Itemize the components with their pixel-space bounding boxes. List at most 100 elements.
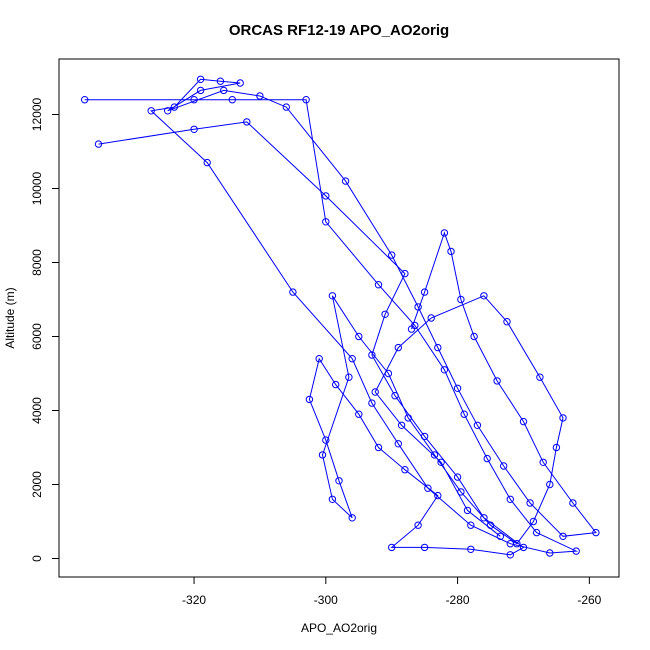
data-point bbox=[243, 118, 251, 126]
data-point bbox=[526, 499, 534, 507]
data-point bbox=[440, 366, 449, 374]
data-point bbox=[220, 86, 228, 95]
data-point bbox=[374, 281, 383, 289]
chart-title: ORCAS RF12-19 APO_AO2orig bbox=[229, 22, 449, 39]
data-point bbox=[519, 417, 528, 426]
data-point bbox=[345, 373, 353, 381]
data-point bbox=[355, 332, 363, 341]
data-point bbox=[434, 491, 442, 500]
x-tick-label: -280 bbox=[446, 593, 470, 607]
y-tick-label: 4000 bbox=[30, 397, 44, 424]
data-point bbox=[467, 521, 475, 529]
y-tick-label: 0 bbox=[30, 555, 44, 562]
data-point bbox=[473, 421, 482, 429]
data-point bbox=[190, 125, 198, 134]
data-point bbox=[480, 514, 488, 522]
data-point bbox=[513, 540, 521, 548]
data-point bbox=[420, 288, 429, 296]
data-point bbox=[81, 96, 89, 104]
data-point bbox=[348, 514, 356, 522]
data-point bbox=[460, 410, 468, 418]
data-point bbox=[322, 192, 330, 200]
data-point bbox=[483, 454, 491, 463]
data-point bbox=[506, 551, 514, 559]
data-point bbox=[216, 77, 225, 85]
data-point bbox=[371, 388, 379, 396]
data-point bbox=[559, 414, 567, 422]
data-point bbox=[486, 521, 495, 529]
data-point bbox=[503, 318, 511, 326]
data-point bbox=[170, 103, 179, 111]
data-point bbox=[394, 440, 402, 448]
data-point bbox=[282, 103, 290, 111]
data-point bbox=[368, 351, 376, 359]
data-point bbox=[335, 477, 343, 485]
data-point bbox=[546, 549, 554, 557]
data-point bbox=[388, 543, 396, 552]
data-point bbox=[500, 462, 508, 470]
x-axis-label: APO_AO2orig bbox=[301, 621, 377, 635]
data-point bbox=[318, 451, 327, 459]
data-point bbox=[341, 177, 350, 185]
x-tick-label: -300 bbox=[314, 593, 338, 607]
data-point bbox=[322, 218, 330, 226]
data-point bbox=[506, 495, 514, 503]
y-axis: 0 2000 4000 6000 8000 10000 12000 bbox=[30, 97, 60, 562]
data-point bbox=[381, 310, 389, 318]
data-point bbox=[315, 355, 323, 363]
y-tick-label: 12000 bbox=[30, 97, 44, 131]
data-point bbox=[394, 343, 402, 352]
data-point bbox=[420, 432, 429, 441]
data-point bbox=[368, 399, 376, 407]
data-point bbox=[467, 545, 475, 553]
data-point bbox=[536, 373, 544, 381]
data-point bbox=[427, 314, 435, 322]
data-point bbox=[437, 458, 445, 466]
data-point bbox=[305, 395, 314, 404]
data-point bbox=[457, 295, 465, 304]
data-point bbox=[374, 443, 383, 452]
data-point bbox=[328, 495, 337, 503]
x-tick-label: -260 bbox=[577, 593, 601, 607]
data-point bbox=[572, 547, 580, 555]
data-point bbox=[424, 484, 432, 492]
series-layer bbox=[81, 75, 600, 559]
data-point bbox=[401, 466, 409, 474]
data-point bbox=[401, 269, 409, 278]
data-point bbox=[457, 488, 465, 496]
data-point bbox=[196, 86, 205, 95]
data-point bbox=[203, 158, 211, 167]
y-tick-label: 2000 bbox=[30, 471, 44, 498]
y-axis-label: Altitude (m) bbox=[3, 287, 17, 348]
x-axis: -320 -300 -280 -260 bbox=[182, 576, 602, 607]
data-point bbox=[480, 292, 488, 300]
data-point bbox=[388, 251, 396, 259]
data-point bbox=[559, 532, 567, 540]
data-point bbox=[420, 543, 429, 552]
x-tick-label: -320 bbox=[182, 593, 206, 607]
data-point bbox=[328, 292, 337, 300]
data-point bbox=[546, 480, 554, 489]
data-point bbox=[196, 75, 205, 84]
y-tick-label: 6000 bbox=[30, 323, 44, 350]
data-point bbox=[384, 369, 393, 378]
data-point bbox=[532, 528, 541, 537]
data-point bbox=[332, 380, 340, 389]
series-line bbox=[98, 121, 564, 556]
data-point bbox=[302, 96, 310, 104]
series-line bbox=[84, 78, 597, 554]
y-tick-label: 8000 bbox=[30, 249, 44, 276]
data-point bbox=[453, 473, 462, 481]
data-point bbox=[147, 107, 155, 115]
data-point bbox=[404, 414, 412, 422]
data-point bbox=[463, 506, 472, 515]
y-tick-label: 10000 bbox=[30, 171, 44, 205]
data-point bbox=[569, 499, 577, 507]
series-group bbox=[94, 118, 567, 559]
data-point bbox=[414, 303, 422, 311]
data-point bbox=[256, 92, 264, 100]
data-point bbox=[519, 543, 528, 552]
data-point bbox=[552, 443, 561, 452]
